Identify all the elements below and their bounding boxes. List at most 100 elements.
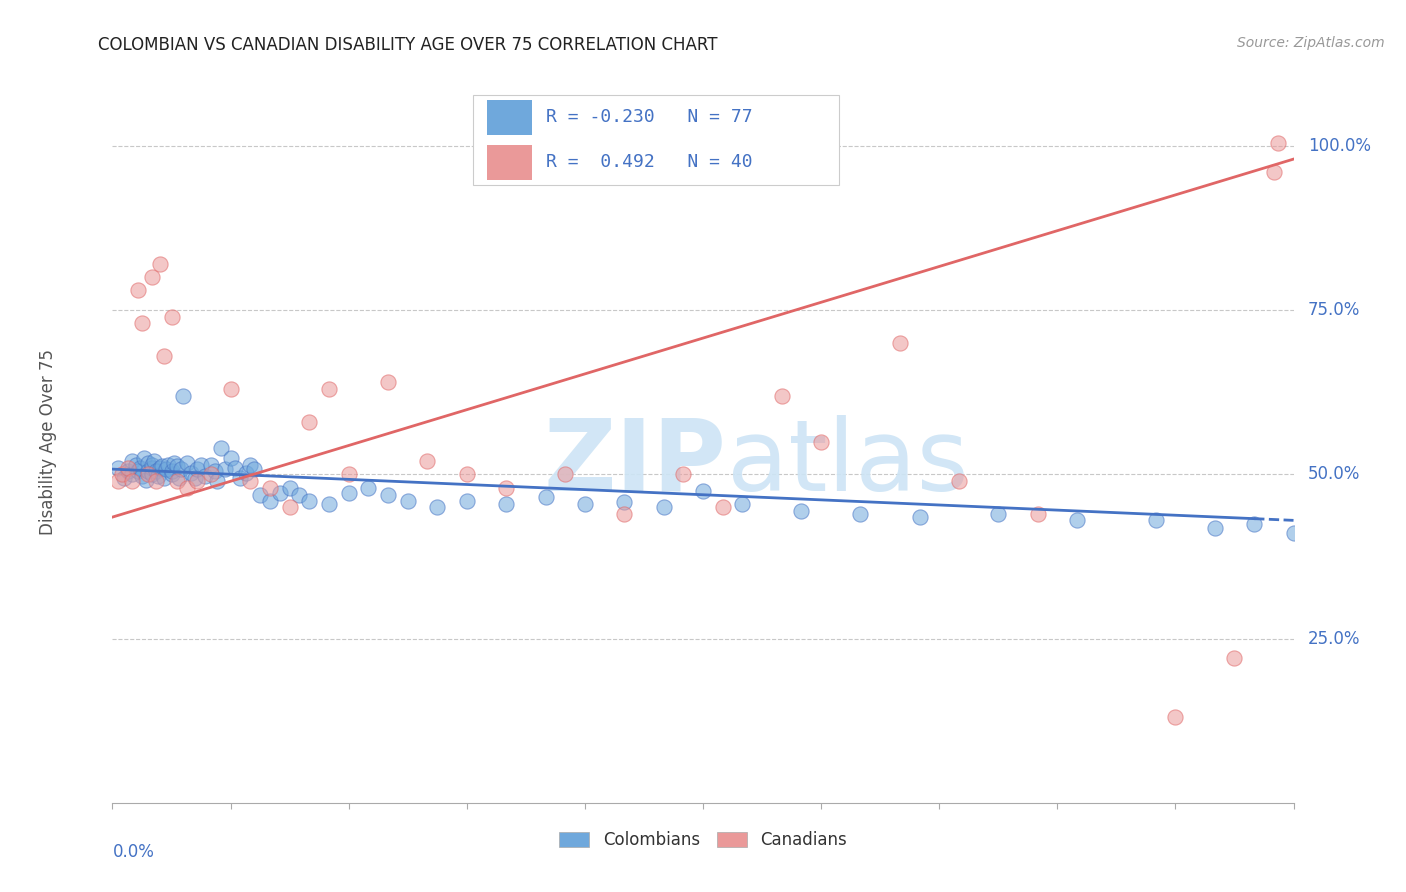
Point (1066, 513, 1088, 527)
Point (121, 454, 143, 468)
Point (172, 388, 194, 402)
Point (112, 471, 135, 485)
FancyBboxPatch shape (486, 100, 531, 135)
Point (1223, 651, 1246, 665)
Point (156, 458, 179, 472)
Point (1282, 526, 1305, 541)
Point (219, 382, 242, 396)
Point (132, 450, 155, 465)
Point (672, 467, 695, 482)
Point (169, 471, 191, 485)
Point (849, 507, 872, 521)
Point (652, 500, 675, 515)
Point (288, 488, 311, 502)
Point (1144, 513, 1167, 527)
Point (249, 488, 271, 502)
Point (214, 462, 236, 476)
Text: atlas: atlas (727, 415, 969, 512)
Point (711, 500, 734, 515)
Point (162, 456, 184, 470)
Point (243, 462, 266, 476)
Text: Disability Age Over 75: Disability Age Over 75 (38, 349, 56, 534)
Point (131, 316, 153, 330)
Point (209, 441, 232, 455)
Text: R = -0.230   N = 77: R = -0.230 N = 77 (546, 108, 752, 127)
Text: 50.0%: 50.0% (1308, 466, 1360, 483)
Text: 75.0%: 75.0% (1308, 301, 1360, 319)
Point (495, 481, 517, 495)
Point (205, 474, 228, 488)
Point (150, 459, 173, 474)
Text: COLOMBIAN VS CANADIAN DISABILITY AGE OVER 75 CORRELATION CHART: COLOMBIAN VS CANADIAN DISABILITY AGE OVE… (98, 36, 718, 54)
Point (107, 474, 129, 488)
Point (337, 485, 360, 500)
Point (186, 462, 208, 476)
Point (131, 468, 153, 483)
Point (613, 495, 636, 509)
Point (298, 415, 321, 429)
Point (146, 468, 169, 483)
Point (692, 483, 714, 498)
Point (194, 468, 217, 483)
Point (142, 454, 165, 468)
Point (259, 481, 281, 495)
Point (121, 467, 143, 482)
Point (170, 462, 193, 476)
Point (152, 349, 174, 363)
Point (377, 488, 399, 502)
Point (1164, 710, 1187, 724)
Point (176, 481, 198, 495)
Point (186, 474, 208, 488)
Point (127, 284, 149, 298)
Point (200, 467, 222, 482)
Point (908, 510, 931, 524)
Point (534, 491, 557, 505)
Point (239, 474, 262, 488)
Point (121, 474, 143, 488)
Point (180, 466, 202, 480)
Point (426, 500, 449, 515)
Point (235, 466, 257, 480)
Point (117, 460, 139, 475)
Point (160, 467, 183, 482)
Point (127, 464, 149, 478)
Point (1243, 516, 1265, 531)
Point (1263, 165, 1285, 179)
Point (1267, 136, 1289, 150)
Point (770, 388, 793, 402)
Point (184, 471, 207, 485)
Text: Source: ZipAtlas.com: Source: ZipAtlas.com (1237, 36, 1385, 50)
Point (166, 474, 188, 488)
FancyBboxPatch shape (486, 145, 531, 180)
Point (117, 464, 139, 478)
Point (152, 471, 174, 485)
Text: R =  0.492   N = 40: R = 0.492 N = 40 (546, 153, 752, 171)
Point (135, 473, 157, 487)
Point (554, 467, 576, 482)
Point (200, 458, 222, 472)
Point (145, 474, 167, 488)
Point (278, 481, 301, 495)
Point (125, 458, 148, 472)
Point (731, 497, 754, 511)
Point (111, 467, 134, 482)
Point (416, 454, 439, 468)
Text: 0.0%: 0.0% (112, 843, 155, 861)
Legend: Colombians, Canadians: Colombians, Canadians (553, 824, 853, 856)
FancyBboxPatch shape (472, 95, 839, 185)
Point (298, 493, 321, 508)
Point (107, 460, 129, 475)
Point (495, 497, 517, 511)
Point (136, 464, 159, 478)
Point (141, 460, 163, 475)
Text: 100.0%: 100.0% (1308, 137, 1371, 155)
Point (166, 459, 188, 474)
Point (810, 434, 832, 449)
Point (141, 270, 163, 285)
Point (136, 456, 159, 470)
Point (318, 497, 340, 511)
Point (136, 467, 159, 482)
Point (1026, 507, 1049, 521)
Point (149, 257, 172, 271)
Point (1204, 521, 1226, 535)
